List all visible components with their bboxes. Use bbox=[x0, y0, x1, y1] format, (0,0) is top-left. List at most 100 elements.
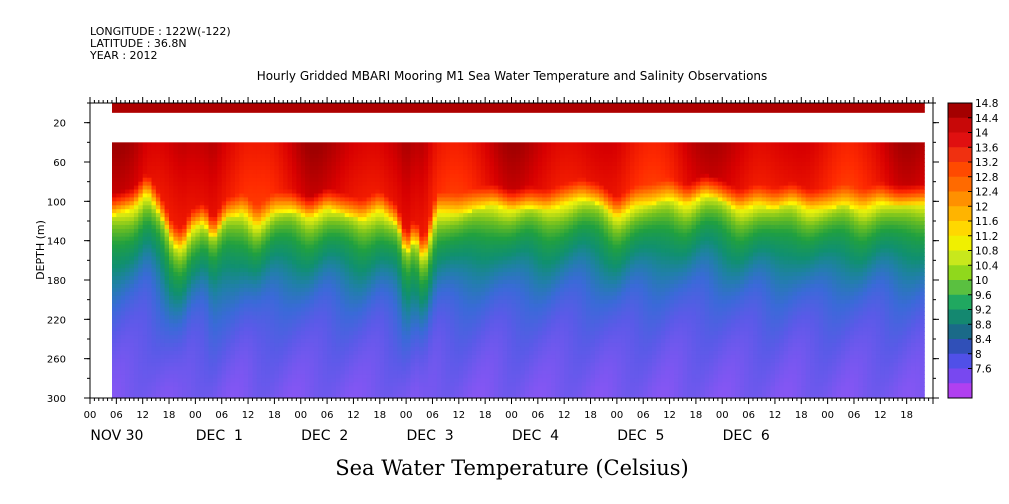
heatmap-cell bbox=[322, 268, 328, 273]
heatmap-cell bbox=[186, 205, 192, 210]
heatmap-cell bbox=[384, 331, 390, 336]
heatmap-cell bbox=[270, 374, 275, 379]
heatmap-cell bbox=[278, 335, 284, 340]
heatmap-cell bbox=[151, 342, 157, 348]
heatmap-cell bbox=[133, 362, 139, 368]
heatmap-cell bbox=[204, 287, 210, 293]
heatmap-cell bbox=[239, 201, 245, 206]
heatmap-cell bbox=[270, 362, 275, 368]
heatmap-cell bbox=[340, 283, 346, 289]
heatmap-cell bbox=[169, 394, 174, 399]
heatmap-cell bbox=[191, 209, 196, 214]
heatmap-cell bbox=[292, 197, 297, 202]
heatmap-cell bbox=[393, 268, 398, 273]
heatmap-cell bbox=[357, 342, 363, 348]
heatmap-cell bbox=[160, 165, 166, 171]
heatmap-cell bbox=[155, 339, 161, 344]
heatmap-cell bbox=[191, 346, 196, 352]
heatmap-cell bbox=[182, 165, 188, 171]
heatmap-cell bbox=[287, 311, 293, 316]
heatmap-cell bbox=[292, 276, 297, 281]
heatmap-cell bbox=[261, 189, 267, 194]
heatmap-cell bbox=[169, 339, 174, 344]
heatmap-cell bbox=[292, 217, 297, 222]
heatmap-cell bbox=[186, 287, 192, 293]
heatmap-cell bbox=[340, 370, 346, 375]
heatmap-cell bbox=[379, 244, 385, 250]
heatmap-cell bbox=[186, 378, 192, 383]
heatmap-cell bbox=[353, 323, 359, 328]
heatmap-cell bbox=[274, 221, 280, 226]
heatmap-cell bbox=[217, 264, 223, 269]
heatmap-cell bbox=[155, 335, 161, 340]
heatmap-cell bbox=[309, 342, 315, 348]
heatmap-cell bbox=[270, 358, 275, 364]
heatmap-cell bbox=[252, 303, 258, 309]
heatmap-cell bbox=[349, 283, 354, 289]
heatmap-cell bbox=[147, 146, 153, 151]
heatmap-cell bbox=[243, 291, 249, 297]
heatmap-cell bbox=[366, 276, 372, 281]
heatmap-cell bbox=[393, 335, 398, 340]
heatmap-cell bbox=[375, 244, 381, 250]
heatmap-cell bbox=[261, 213, 267, 218]
heatmap-cell bbox=[230, 244, 236, 250]
heatmap-cell bbox=[379, 240, 385, 246]
heatmap-cell bbox=[191, 378, 196, 383]
heatmap-cell bbox=[120, 189, 126, 194]
heatmap-cell bbox=[133, 264, 139, 269]
heatmap-cell bbox=[221, 350, 227, 356]
heatmap-cell bbox=[300, 264, 306, 269]
heatmap-cell bbox=[169, 370, 174, 375]
heatmap-cell bbox=[287, 331, 293, 336]
heatmap-cell bbox=[349, 362, 354, 368]
heatmap-cell bbox=[133, 154, 139, 159]
heatmap-cell bbox=[261, 283, 267, 289]
heatmap-cell bbox=[234, 150, 240, 155]
heatmap-cell bbox=[226, 276, 232, 281]
heatmap-cell bbox=[239, 339, 245, 344]
heatmap-cell bbox=[112, 189, 117, 194]
heatmap-cell bbox=[199, 236, 205, 242]
heatmap-cell bbox=[371, 103, 376, 108]
heatmap-cell bbox=[300, 232, 306, 238]
heatmap-cell bbox=[300, 236, 306, 242]
heatmap-cell bbox=[204, 374, 210, 379]
heatmap-cell bbox=[212, 213, 218, 218]
heatmap-cell bbox=[151, 162, 157, 167]
heatmap-cell bbox=[116, 311, 122, 316]
heatmap-cell bbox=[379, 197, 385, 202]
heatmap-cell bbox=[296, 228, 302, 234]
heatmap-cell bbox=[283, 342, 289, 348]
heatmap-cell bbox=[340, 350, 346, 356]
heatmap-cell bbox=[234, 142, 240, 147]
heatmap-cell bbox=[265, 366, 271, 371]
heatmap-cell bbox=[169, 327, 174, 332]
heatmap-cell bbox=[226, 193, 232, 198]
heatmap-cell bbox=[335, 303, 341, 309]
heatmap-cell bbox=[278, 103, 284, 108]
heatmap-cell bbox=[305, 354, 311, 360]
heatmap-cell bbox=[133, 193, 139, 198]
heatmap-cell bbox=[300, 272, 306, 277]
heatmap-cell bbox=[142, 268, 148, 273]
heatmap-cell bbox=[221, 106, 227, 112]
heatmap-cell bbox=[125, 213, 131, 218]
heatmap-cell bbox=[177, 299, 183, 305]
heatmap-cell bbox=[199, 189, 205, 194]
heatmap-cell bbox=[208, 287, 214, 293]
heatmap-cell bbox=[340, 272, 346, 277]
heatmap-cell bbox=[335, 342, 341, 348]
heatmap-cell bbox=[322, 150, 328, 155]
heatmap-cell bbox=[256, 370, 262, 375]
heatmap-cell bbox=[256, 224, 262, 230]
heatmap-cell bbox=[142, 358, 148, 364]
heatmap-cell bbox=[239, 272, 245, 277]
heatmap-cell bbox=[362, 307, 368, 312]
heatmap-cell bbox=[212, 303, 218, 309]
heatmap-cell bbox=[300, 201, 306, 206]
heatmap-cell bbox=[340, 295, 346, 301]
heatmap-cell bbox=[173, 280, 179, 285]
heatmap-cell bbox=[195, 342, 201, 348]
heatmap-cell bbox=[362, 201, 368, 206]
